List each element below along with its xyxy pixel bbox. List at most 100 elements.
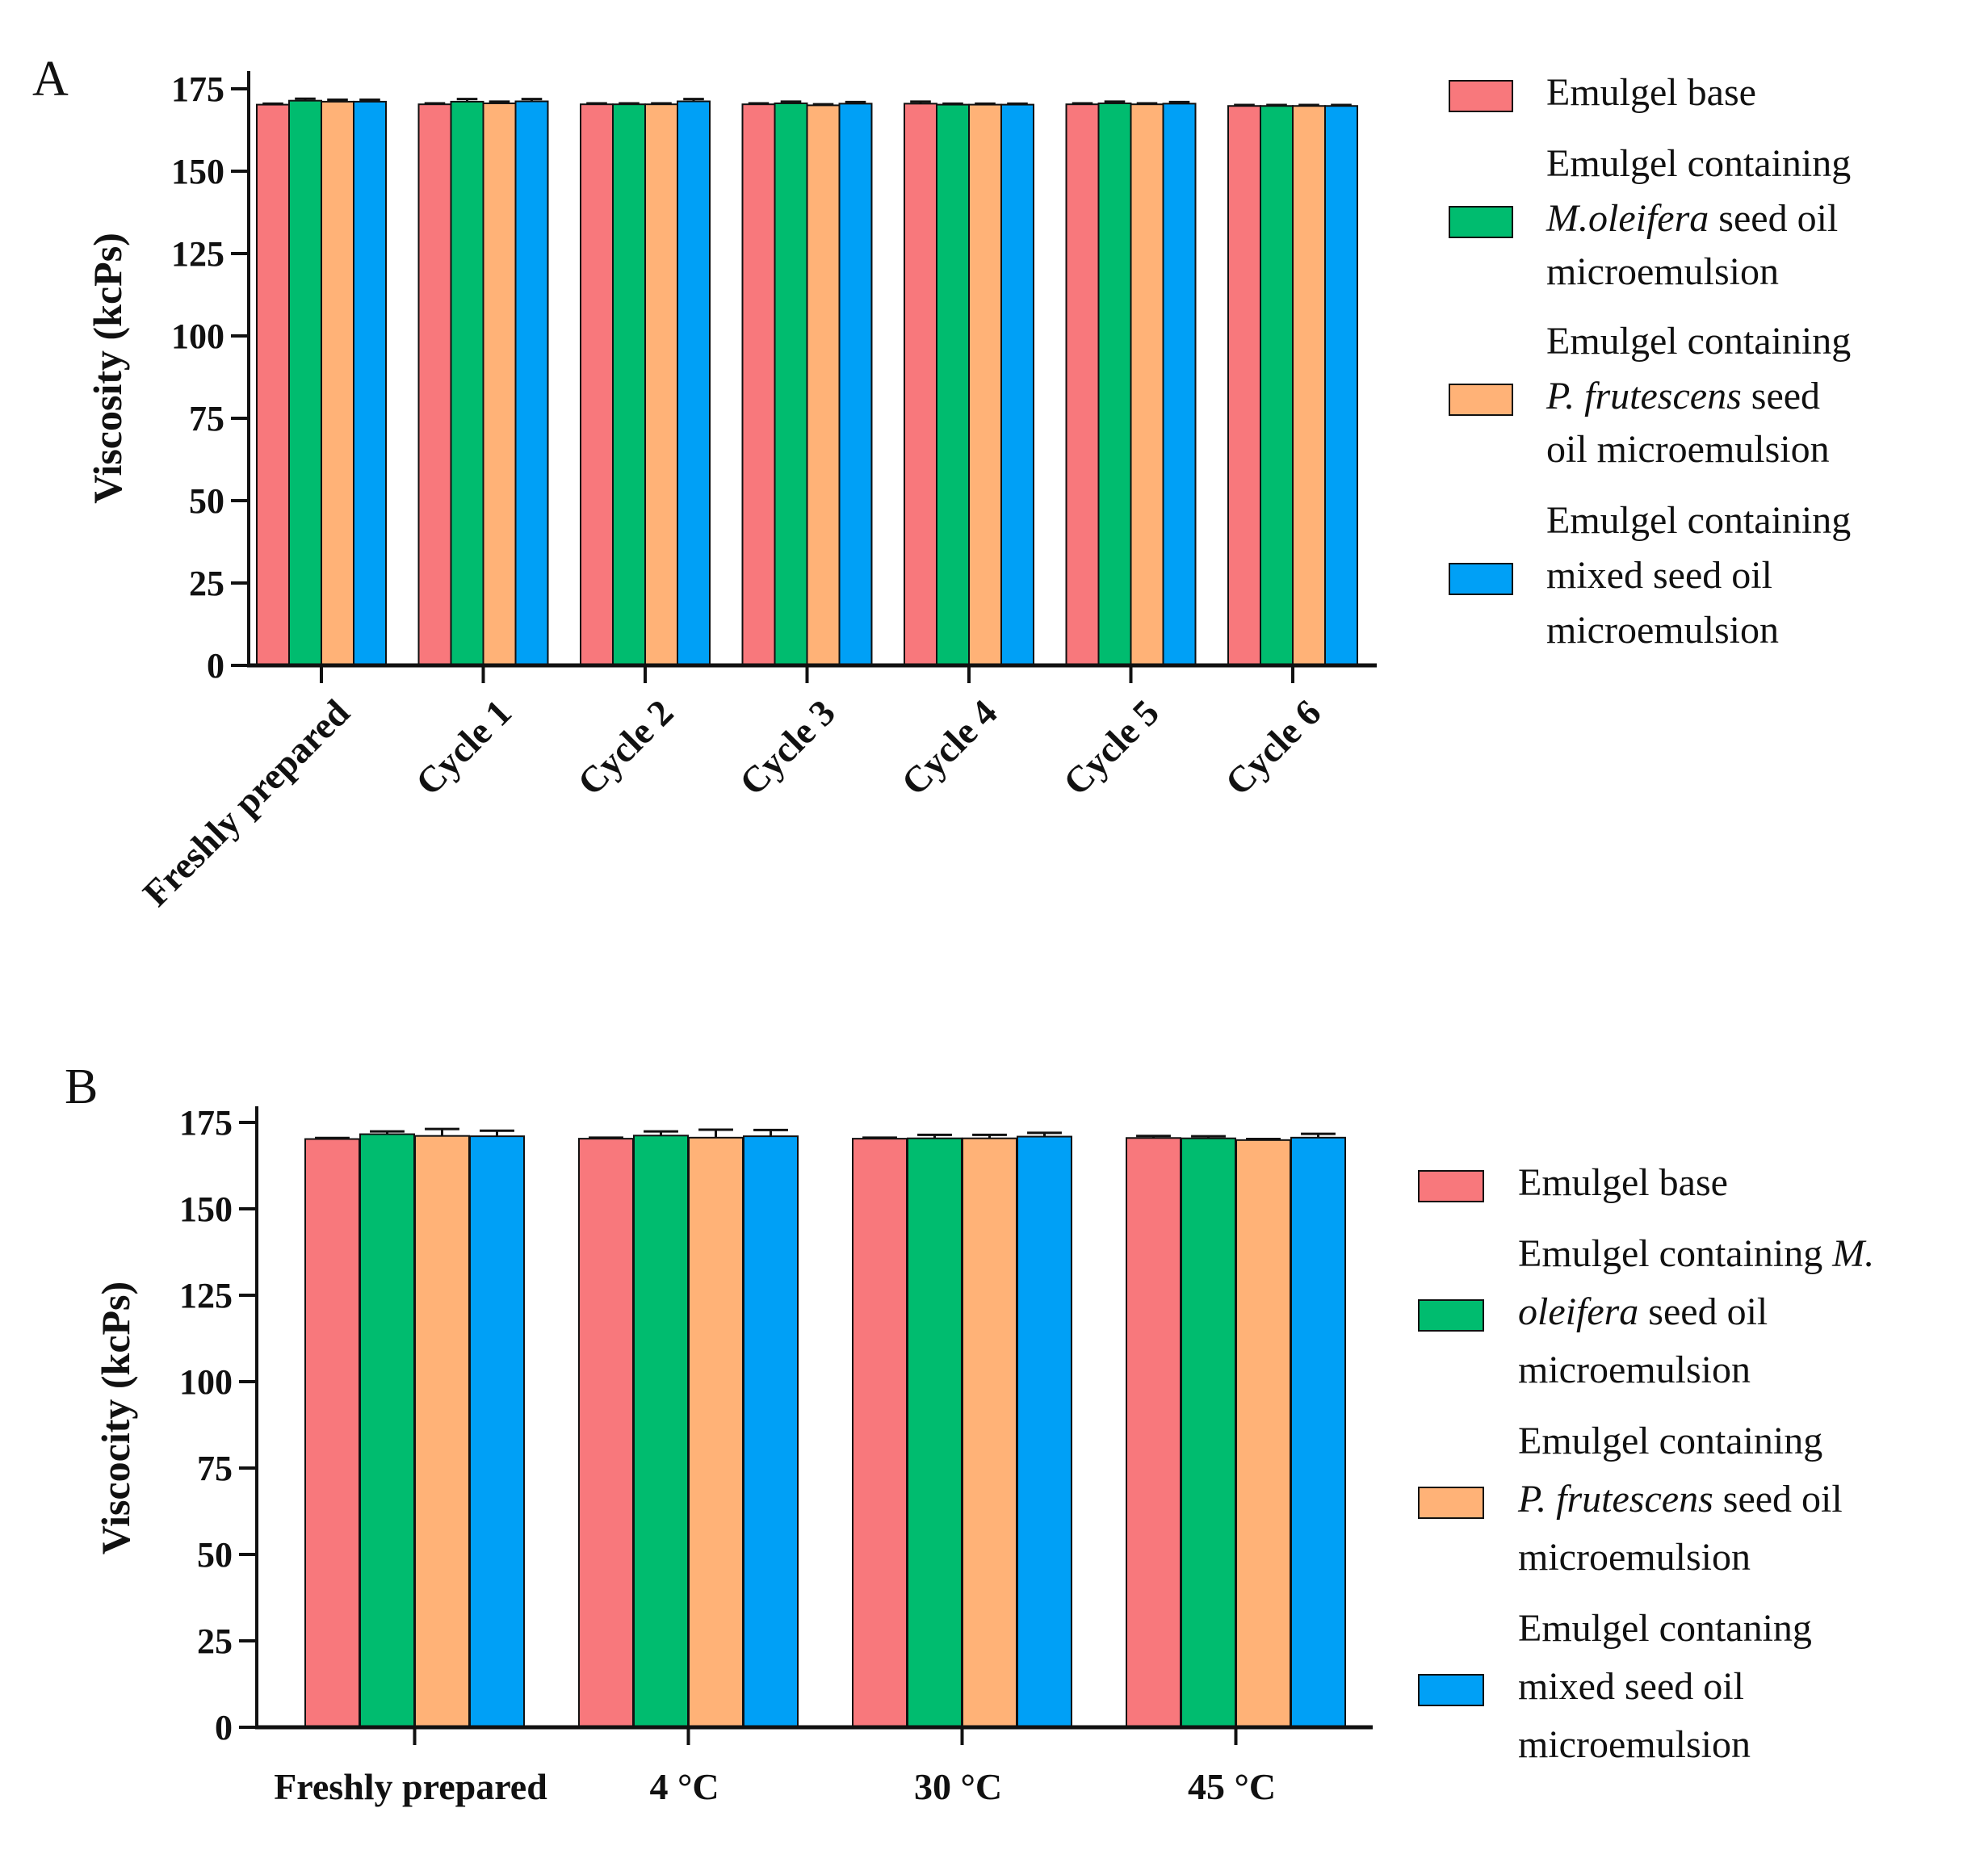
legend-text-run: Emulgel containing bbox=[1518, 1420, 1822, 1462]
bar bbox=[1130, 103, 1164, 666]
legend-text-run: Emulgel containing bbox=[1518, 1232, 1832, 1275]
bar bbox=[469, 1135, 525, 1728]
legend-label: Emulgel base bbox=[1546, 71, 1756, 114]
bar bbox=[1290, 1136, 1346, 1729]
legend-label: Emulgel containing bbox=[1546, 320, 1851, 363]
bar bbox=[852, 1138, 908, 1728]
bar bbox=[644, 103, 678, 666]
bar bbox=[633, 1135, 689, 1729]
legend-swatch bbox=[1449, 206, 1513, 238]
bar bbox=[743, 1135, 799, 1728]
bar bbox=[612, 103, 646, 666]
bar bbox=[1324, 105, 1358, 666]
legend-swatch bbox=[1418, 1170, 1484, 1202]
y-tick-label: 25 bbox=[197, 1621, 233, 1661]
y-tick-label: 50 bbox=[189, 481, 224, 521]
legend-text-run: mixed seed oil bbox=[1546, 554, 1772, 597]
bar bbox=[1162, 103, 1197, 667]
y-tick-label: 150 bbox=[171, 152, 224, 191]
bar bbox=[288, 99, 322, 667]
bar bbox=[806, 104, 841, 666]
legend-swatch bbox=[1418, 1487, 1484, 1519]
legend-text-run: M.oleifera bbox=[1546, 197, 1709, 240]
legend-label: microemulsion bbox=[1518, 1723, 1751, 1766]
y-axis-title: Viscosity (kcPs) bbox=[85, 233, 130, 504]
bar bbox=[774, 102, 808, 666]
y-tick-label: 75 bbox=[189, 399, 224, 438]
y-tick-label: 50 bbox=[197, 1535, 233, 1575]
bar bbox=[414, 1135, 470, 1728]
legend-text-run: oleifera bbox=[1518, 1290, 1638, 1333]
legend-text-run: microemulsion bbox=[1518, 1536, 1751, 1579]
bar bbox=[968, 103, 1002, 667]
legend-swatch bbox=[1418, 1674, 1484, 1706]
panel-label: B bbox=[65, 1059, 98, 1114]
bar bbox=[417, 103, 452, 666]
bar bbox=[1181, 1137, 1236, 1728]
y-tick-label: 100 bbox=[179, 1362, 233, 1402]
legend-text-run: oil microemulsion bbox=[1546, 428, 1830, 471]
legend-text-run: microemulsion bbox=[1546, 250, 1779, 293]
bar bbox=[304, 1138, 360, 1728]
legend-swatch bbox=[1449, 80, 1513, 112]
legend-text-run: seed oil bbox=[1638, 1290, 1768, 1333]
legend-text-run: seed oil bbox=[1713, 1478, 1843, 1521]
category-label: Cycle 5 bbox=[1055, 691, 1167, 803]
legend-label: oleifera seed oil bbox=[1518, 1290, 1768, 1333]
legend-swatch bbox=[1418, 1299, 1484, 1332]
y-tick-label: 175 bbox=[171, 69, 224, 109]
bar bbox=[1126, 1137, 1181, 1728]
category-label: Cycle 2 bbox=[569, 691, 681, 803]
bar bbox=[1227, 105, 1261, 666]
bar bbox=[904, 103, 937, 667]
legend-label: P. frutescens seed bbox=[1546, 375, 1820, 417]
legend-label: Emulgel containing bbox=[1518, 1420, 1822, 1462]
bar bbox=[1292, 105, 1326, 666]
legend-label: mixed seed oil bbox=[1546, 554, 1772, 597]
y-axis-title: Viscocity (kcPs) bbox=[93, 1282, 138, 1554]
bar bbox=[838, 103, 873, 667]
legend-label: Emulgel containing bbox=[1546, 499, 1851, 542]
legend-text-run: microemulsion bbox=[1546, 609, 1779, 652]
bar bbox=[359, 1133, 415, 1728]
legend-label: mixed seed oil bbox=[1518, 1665, 1744, 1708]
legend-text-run: P. frutescens bbox=[1517, 1478, 1713, 1521]
category-label: 30 °C bbox=[914, 1766, 1002, 1807]
legend-label: microemulsion bbox=[1518, 1349, 1751, 1391]
y-tick-label: 125 bbox=[179, 1276, 233, 1315]
bar bbox=[936, 103, 970, 667]
y-tick-label: 175 bbox=[179, 1103, 233, 1143]
legend-text-run: microemulsion bbox=[1518, 1723, 1751, 1766]
legend-label: microemulsion bbox=[1518, 1536, 1751, 1579]
panel-a: A Viscosity (kcPs) 0 25 50 75 100 125 150 175 Fres… bbox=[32, 52, 1851, 914]
legend-text-run: seed oil bbox=[1709, 197, 1838, 240]
legend-label: microemulsion bbox=[1546, 609, 1779, 652]
legend-swatch bbox=[1449, 563, 1513, 595]
y-tick-label: 0 bbox=[207, 646, 224, 686]
legend: Emulgel base Emulgel containing M. oleifer… bbox=[1418, 1161, 1874, 1766]
bar bbox=[962, 1137, 1017, 1728]
category-label: Freshly prepared bbox=[135, 691, 358, 914]
y-tick-label: 150 bbox=[179, 1189, 233, 1229]
bar bbox=[353, 100, 387, 667]
category-label: Freshly prepared bbox=[274, 1766, 547, 1807]
bar bbox=[907, 1137, 963, 1728]
y-tick-label: 100 bbox=[171, 317, 224, 356]
bar bbox=[256, 103, 290, 667]
bar bbox=[450, 100, 484, 667]
category-label: Cycle 6 bbox=[1217, 691, 1328, 803]
legend-label: Emulgel base bbox=[1518, 1161, 1728, 1204]
legend-label: microemulsion bbox=[1546, 250, 1779, 293]
legend-text-run: Emulgel containing bbox=[1546, 320, 1851, 363]
legend-label: oil microemulsion bbox=[1546, 428, 1830, 471]
bar bbox=[677, 100, 711, 666]
legend-text-run: P. frutescens bbox=[1546, 375, 1742, 417]
y-tick-label: 125 bbox=[171, 234, 224, 274]
bar bbox=[514, 100, 549, 666]
legend-text-run: mixed seed oil bbox=[1518, 1665, 1744, 1708]
bar bbox=[321, 100, 354, 667]
panel-b: B Viscocity (kcPs) 0 25 50 75 100 125 150 175 Fres… bbox=[65, 1059, 1874, 1807]
legend-label: Emulgel containing M. bbox=[1518, 1232, 1874, 1275]
legend-text-run: seed bbox=[1742, 375, 1820, 417]
